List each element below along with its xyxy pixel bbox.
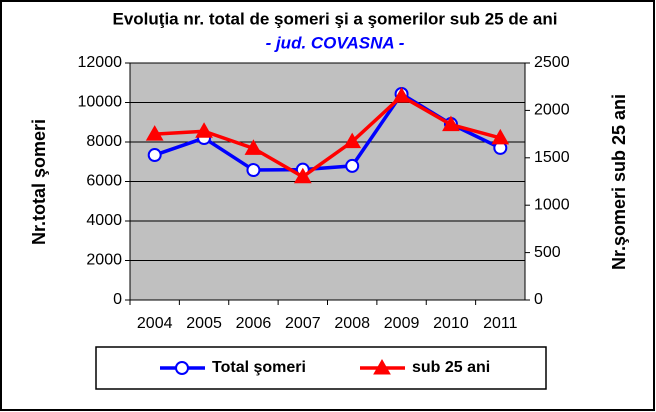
y2-tick-label: 2500: [534, 54, 570, 71]
data-point: [147, 148, 162, 163]
y-tick-label: 8000: [86, 133, 122, 150]
legend-label: sub 25 ani: [412, 359, 490, 376]
data-point: [246, 163, 261, 178]
x-tick-label: 2011: [483, 315, 518, 332]
data-point: [145, 125, 164, 141]
y2-tick-label: 1000: [534, 196, 570, 213]
y2-tick-label: 500: [534, 244, 561, 261]
data-point: [345, 158, 360, 173]
legend-marker: [373, 358, 391, 375]
series-line: [154, 94, 501, 179]
chart-subtitle: - jud. COVASNA -: [266, 33, 405, 52]
x-tick-label: 2009: [384, 315, 420, 332]
x-tick-label: 2005: [186, 315, 222, 332]
x-tick-label: 2004: [137, 315, 173, 332]
y2-tick-label: 1500: [534, 149, 570, 166]
y-axis-label: Nr.total şomeri: [29, 119, 49, 245]
y-tick-label: 4000: [86, 212, 122, 229]
legend-marker: [175, 361, 189, 375]
y-tick-label: 12000: [78, 54, 123, 71]
data-point: [343, 132, 362, 149]
y-tick-label: 6000: [86, 173, 122, 190]
data-point: [293, 167, 312, 184]
data-point: [195, 122, 213, 138]
data-point: [491, 128, 510, 145]
x-tick-label: 2008: [334, 315, 370, 332]
data-point: [244, 139, 263, 155]
y2-tick-label: 0: [534, 291, 543, 308]
legend-label: Total şomeri: [212, 359, 306, 376]
y-tick-label: 10000: [78, 94, 123, 111]
x-tick-label: 2006: [236, 315, 272, 332]
data-point: [442, 115, 460, 132]
y2-axis-label: Nr.şomeri sub 25 ani: [609, 94, 629, 270]
chart-title: Evoluţia nr. total de şomeri şi a şomeri…: [113, 9, 558, 28]
x-tick-label: 2010: [433, 315, 469, 332]
data-point: [392, 87, 411, 103]
y2-tick-label: 2000: [534, 102, 570, 119]
y-tick-label: 2000: [86, 252, 122, 269]
y-tick-label: 0: [113, 291, 122, 308]
x-tick-label: 2007: [285, 315, 321, 332]
